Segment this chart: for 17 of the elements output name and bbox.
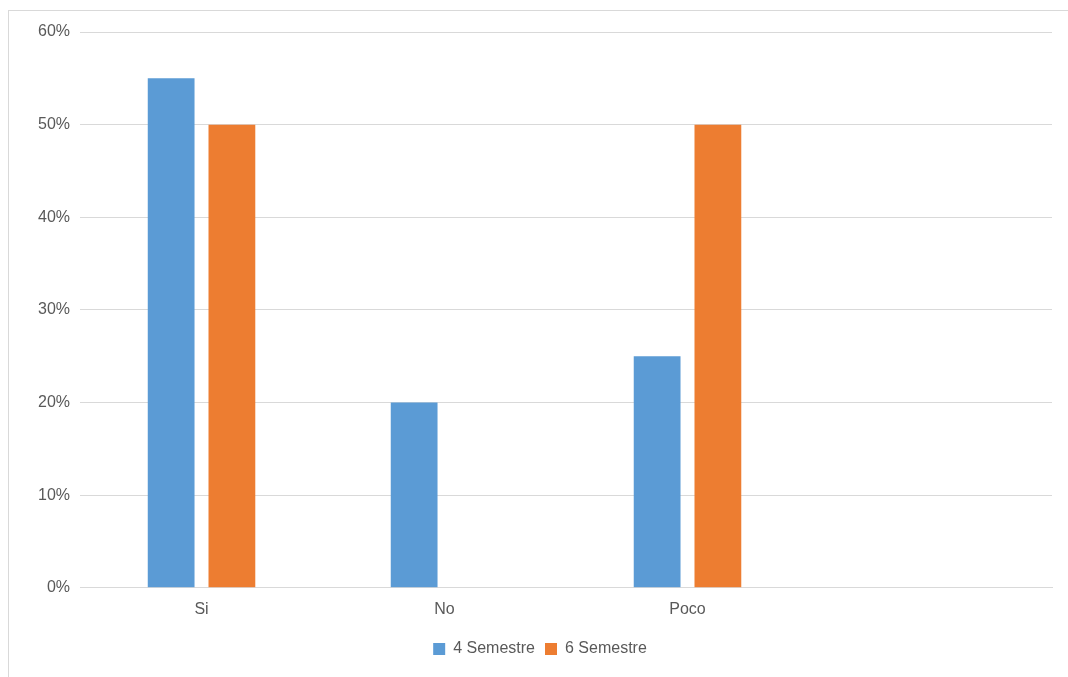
bar <box>147 78 195 588</box>
bar <box>633 356 681 588</box>
y-tick-label: 40% <box>37 207 71 225</box>
legend-label: 6 Semestre <box>565 639 647 657</box>
legend-label: 4 Semestre <box>453 639 536 657</box>
y-tick-label: 20% <box>37 392 71 410</box>
bar <box>694 124 742 588</box>
y-tick-label: 0% <box>46 578 71 596</box>
x-tick-label: No <box>434 599 455 617</box>
bar <box>390 402 438 588</box>
x-tick-label: Si <box>194 599 209 617</box>
x-tick-label: Poco <box>669 599 706 617</box>
y-tick-label: 60% <box>37 22 71 40</box>
y-tick-label: 30% <box>37 300 71 318</box>
bar <box>208 124 256 588</box>
y-tick-label: 10% <box>37 485 71 503</box>
y-tick-label: 50% <box>37 115 71 133</box>
